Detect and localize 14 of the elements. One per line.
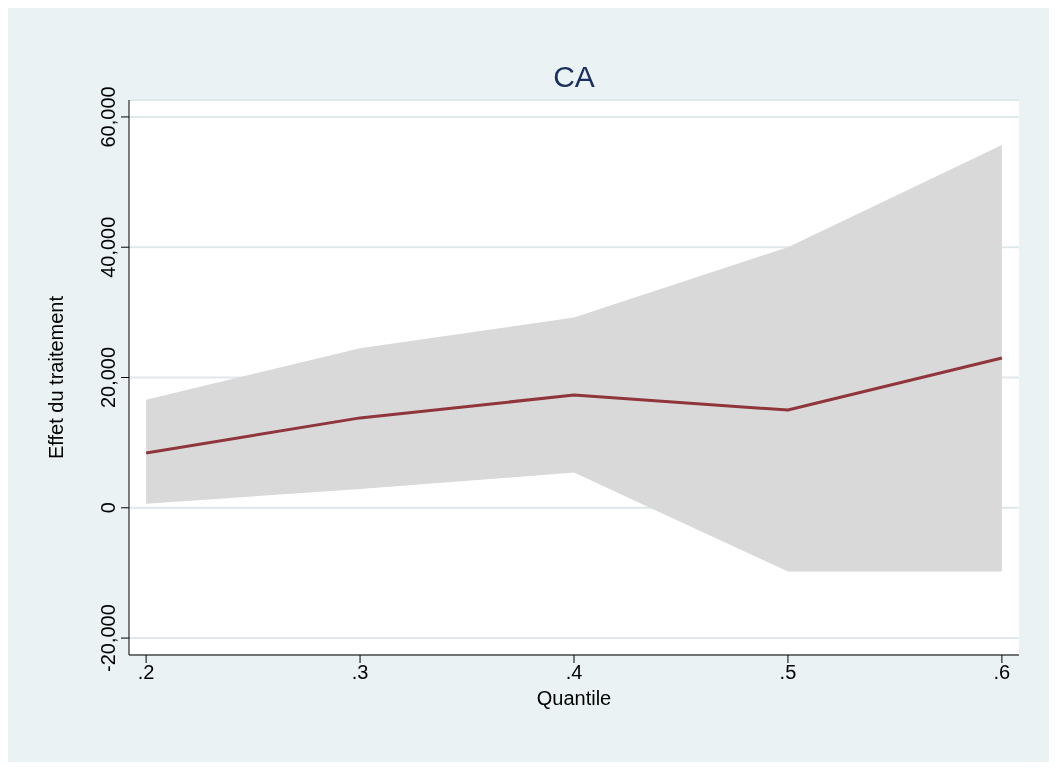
x-tick-label: .6 xyxy=(993,661,1011,684)
y-tick-label: 40,000 xyxy=(97,216,119,278)
chart-title: CA xyxy=(552,60,596,94)
line-series xyxy=(144,356,1004,455)
x-axis-title: Quantile xyxy=(536,687,612,709)
x-tick-label: .2 xyxy=(137,661,155,684)
y-tick-label: 0 xyxy=(97,502,119,514)
y-tick-label: 20,000 xyxy=(97,346,119,409)
x-tick-label: .5 xyxy=(779,661,797,684)
y-tick-label: 60,000 xyxy=(97,86,119,148)
y-axis-title: Effet du traitement xyxy=(45,295,68,460)
y-tick-label: -20,000 xyxy=(97,604,119,672)
x-tick-label: .4 xyxy=(565,661,583,684)
x-tick-label: .3 xyxy=(351,661,369,684)
